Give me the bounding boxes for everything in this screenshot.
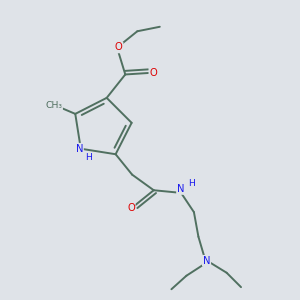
Text: N: N xyxy=(203,256,210,266)
Text: H: H xyxy=(85,153,92,162)
Text: N: N xyxy=(76,144,83,154)
Text: O: O xyxy=(127,202,135,213)
Text: CH₃: CH₃ xyxy=(45,101,62,110)
Text: O: O xyxy=(149,68,157,78)
Text: N: N xyxy=(177,184,184,194)
Text: H: H xyxy=(188,178,195,188)
Text: O: O xyxy=(115,43,123,52)
